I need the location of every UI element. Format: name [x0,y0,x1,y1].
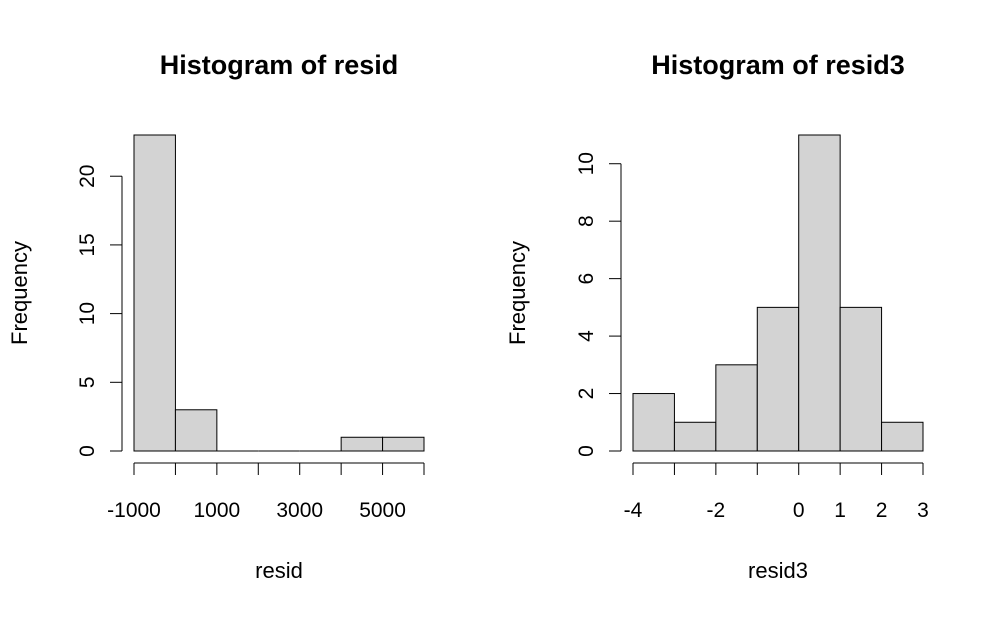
x-tick-label: 5000 [359,499,406,522]
y-tick-label: 10 [76,302,99,325]
histogram-bar [756,306,800,452]
x-axis-label: resid3 [748,558,808,583]
histogram-bar [133,134,176,452]
y-tick-label: 10 [575,152,598,175]
plot-area: -1000 1000 3000 5000 0 5 10 15 20 [76,134,425,522]
histogram-bar [881,421,924,452]
histogram-bar [632,393,675,452]
y-tick-label: 15 [76,233,99,256]
histogram-panel-resid3: Histogram of resid3 resid3 Frequency -4-… [505,50,929,583]
y-axis-label: Frequency [505,241,530,345]
x-tick-label: 3 [917,499,929,522]
x-tick-label: 0 [793,499,805,522]
histogram-bar [673,421,717,452]
histogram-panel-resid: Histogram of resid resid Frequency -1000… [7,50,425,583]
histogram-bar [340,436,384,452]
y-axis-label: Frequency [7,241,32,345]
x-tick-label: -4 [624,499,643,522]
histogram-bar [382,436,425,452]
histogram-bar [839,306,883,452]
x-tick-label: -2 [707,499,726,522]
histogram-bar [798,134,841,452]
y-tick-label: 2 [575,388,598,400]
y-tick-label: 20 [76,165,99,188]
x-tick-label: 3000 [276,499,323,522]
histogram-bar [715,364,758,452]
x-tick-label: 1000 [193,499,240,522]
y-tick-label: 6 [575,273,598,285]
y-tick-label: 8 [575,215,598,227]
y-tick-label: 5 [76,376,99,388]
x-axis-label: resid [255,558,303,583]
y-tick-label: 0 [575,445,598,457]
y-tick-label: 4 [575,330,598,342]
x-tick-label: 1 [834,499,846,522]
y-tick-label: 0 [76,445,99,457]
x-tick-label: 2 [876,499,888,522]
chart-title: Histogram of resid [160,50,399,80]
histogram-bar [174,409,218,452]
x-tick-label: -1000 [107,499,161,522]
plot-area: -4 -2 0 1 2 3 0 2 4 6 8 10 [575,134,929,522]
chart-title: Histogram of resid3 [651,50,905,80]
